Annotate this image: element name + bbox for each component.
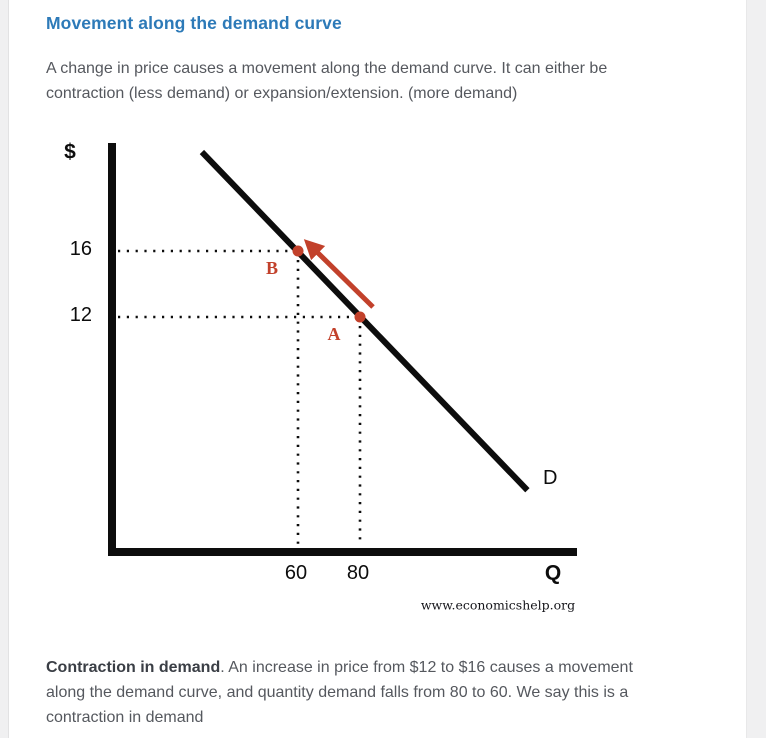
point-a-dot [354, 311, 366, 323]
watermark-text: www.economicshelp.org [421, 598, 575, 613]
x-axis-tick-80: 80 [347, 562, 369, 584]
point-b-dot [292, 245, 304, 257]
page-gutter-right [746, 0, 766, 738]
point-b-label: B [266, 258, 278, 278]
y-axis-tick-12: 12 [70, 304, 92, 326]
caption-paragraph: Contraction in demand. An increase in pr… [46, 655, 654, 730]
demand-curve-line [199, 149, 530, 493]
point-a-label: A [328, 324, 341, 344]
x-axis-title: Q [545, 562, 561, 585]
article-heading: Movement along the demand curve [46, 13, 342, 33]
page-gutter-left [0, 0, 9, 738]
caption-text: . An increase in price from $12 to $16 c… [46, 659, 633, 726]
x-axis-tick-60: 60 [285, 562, 307, 584]
intro-paragraph: A change in price causes a movement alon… [46, 60, 608, 102]
y-axis-title: $ [64, 141, 76, 164]
demand-curve-label: D [543, 467, 557, 489]
movement-arrow [303, 239, 375, 309]
y-axis-tick-16: 16 [70, 238, 92, 260]
caption-term: Contraction in demand [46, 659, 221, 676]
